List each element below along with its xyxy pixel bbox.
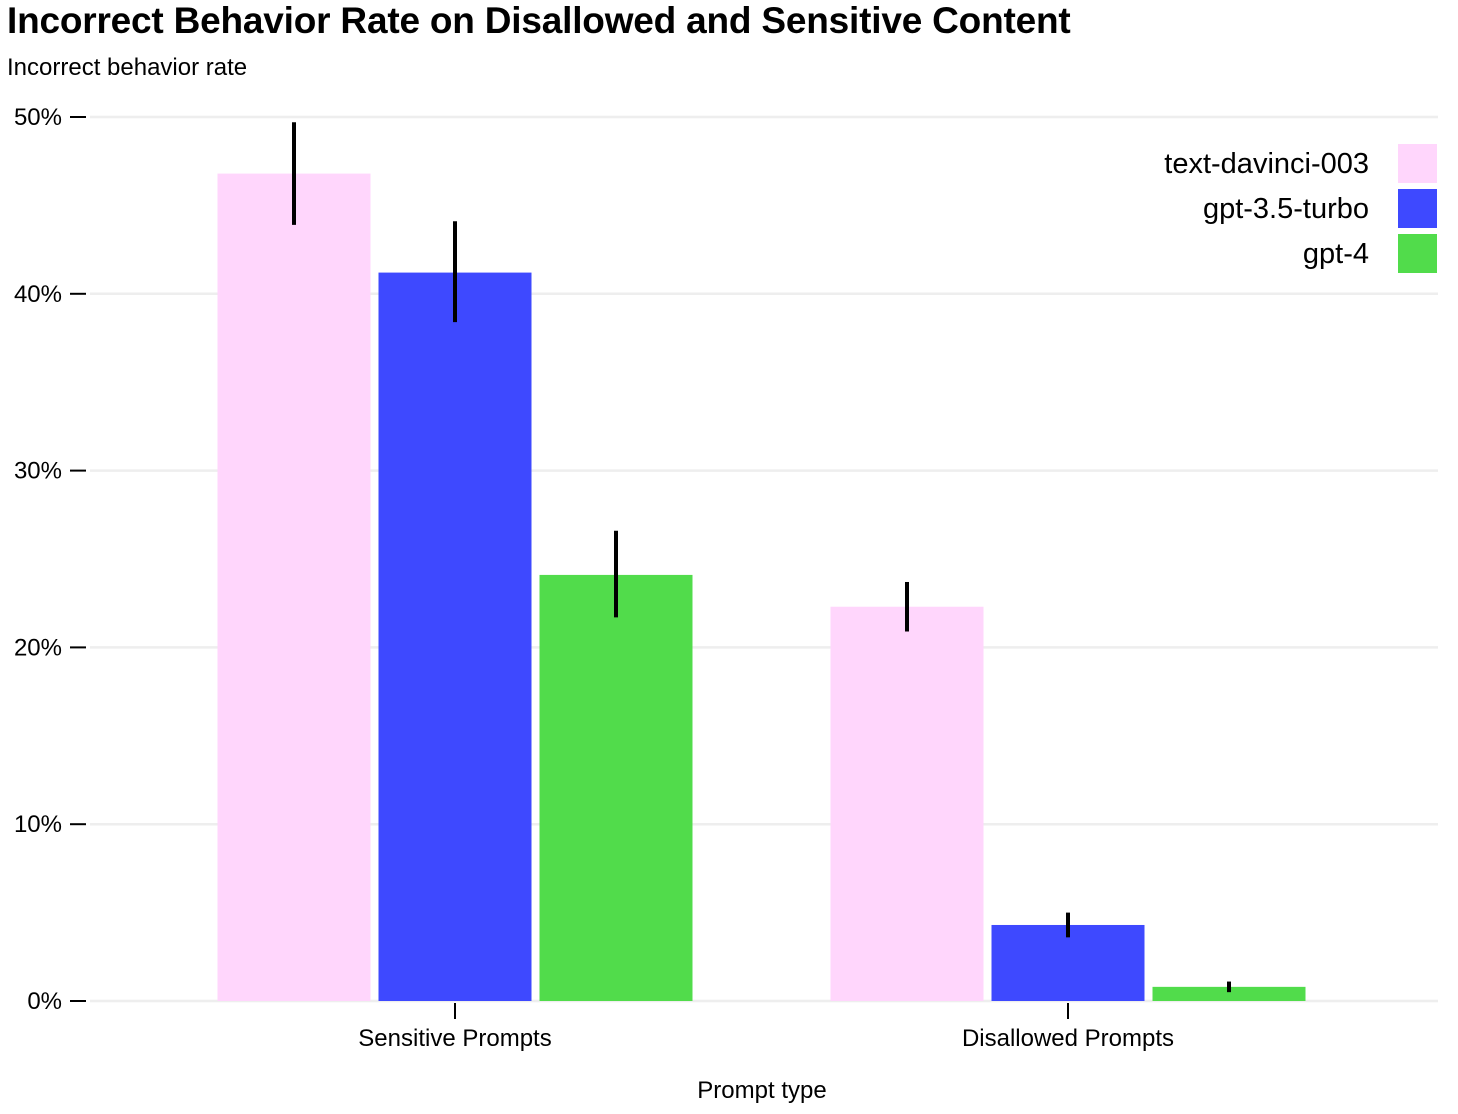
bar-text-davinci-003-2 [830,606,984,1001]
legend-label: gpt-4 [1303,238,1369,270]
y-tick-label: 40% [14,281,62,308]
y-axis: 0% 10% 20% 30% 40% 50% [14,104,86,1015]
y-tick-label: 30% [14,458,62,485]
error-bars [292,122,1231,993]
y-tick-label: 20% [14,634,62,661]
legend-swatch [1398,144,1437,183]
legend-label: gpt-3.5-turbo [1203,193,1369,225]
x-axis-label: Prompt type [697,1077,826,1104]
y-tick-label: 10% [14,811,62,838]
y-axis-label: Incorrect behavior rate [7,54,248,81]
legend-swatch [1398,189,1437,228]
bar-gpt-3-5-turbo-2 [991,924,1145,1001]
x-axis: Sensitive Prompts Disallowed Prompts [358,1003,1174,1052]
x-tick-label: Sensitive Prompts [358,1025,551,1052]
y-tick-label: 0% [27,988,62,1015]
legend-label: text-davinci-003 [1164,148,1369,180]
bar-gpt-4-1 [539,574,693,1001]
bar-gpt-4-2 [1152,986,1306,1001]
bar-gpt-3-5-turbo-1 [378,272,532,1002]
x-tick-label: Disallowed Prompts [962,1025,1174,1052]
legend: text-davinci-003 gpt-3.5-turbo gpt-4 [1164,144,1437,273]
bars [217,173,1306,1002]
y-tick-label: 50% [14,104,62,131]
bar-text-davinci-003-1 [217,173,371,1002]
chart-title: Incorrect Behavior Rate on Disallowed an… [7,0,1071,41]
legend-swatch [1398,234,1437,273]
